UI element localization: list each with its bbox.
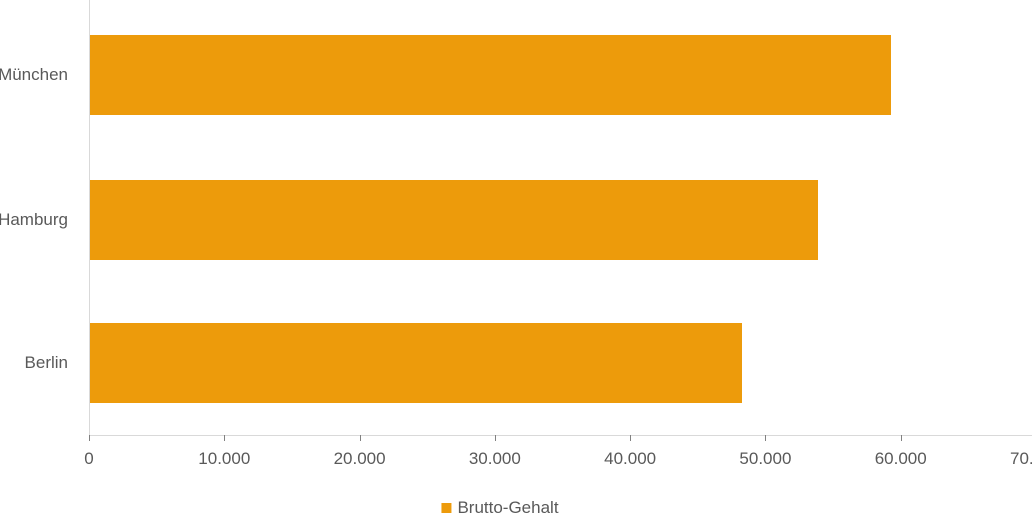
bar [90,323,742,403]
legend: Brutto-Gehalt [441,498,558,518]
x-tick-label: 40.000 [604,449,656,469]
bar [90,180,818,260]
x-tick-label: 60.000 [875,449,927,469]
y-category-label: Hamburg [0,210,68,230]
salary-bar-chart: München Hamburg Berlin 0 10.000 20.000 30.000… [0,0,1032,527]
x-tick-label: 30.000 [469,449,521,469]
legend-label: Brutto-Gehalt [457,498,558,518]
x-axis-line [89,435,1032,436]
x-tick-label: 0 [84,449,93,469]
x-tick [360,435,361,441]
x-tick-label: 50.000 [739,449,791,469]
x-tick [630,435,631,441]
x-tick [901,435,902,441]
x-tick [89,435,90,441]
x-tick-label: 10.000 [198,449,250,469]
y-category-label: Berlin [25,353,68,373]
x-tick [765,435,766,441]
x-tick-label: 20.000 [334,449,386,469]
x-tick [224,435,225,441]
legend-swatch [441,503,451,513]
x-tick-label: 70.000 [1010,449,1032,469]
y-category-label: München [0,65,68,85]
bar [90,35,891,115]
x-tick [495,435,496,441]
